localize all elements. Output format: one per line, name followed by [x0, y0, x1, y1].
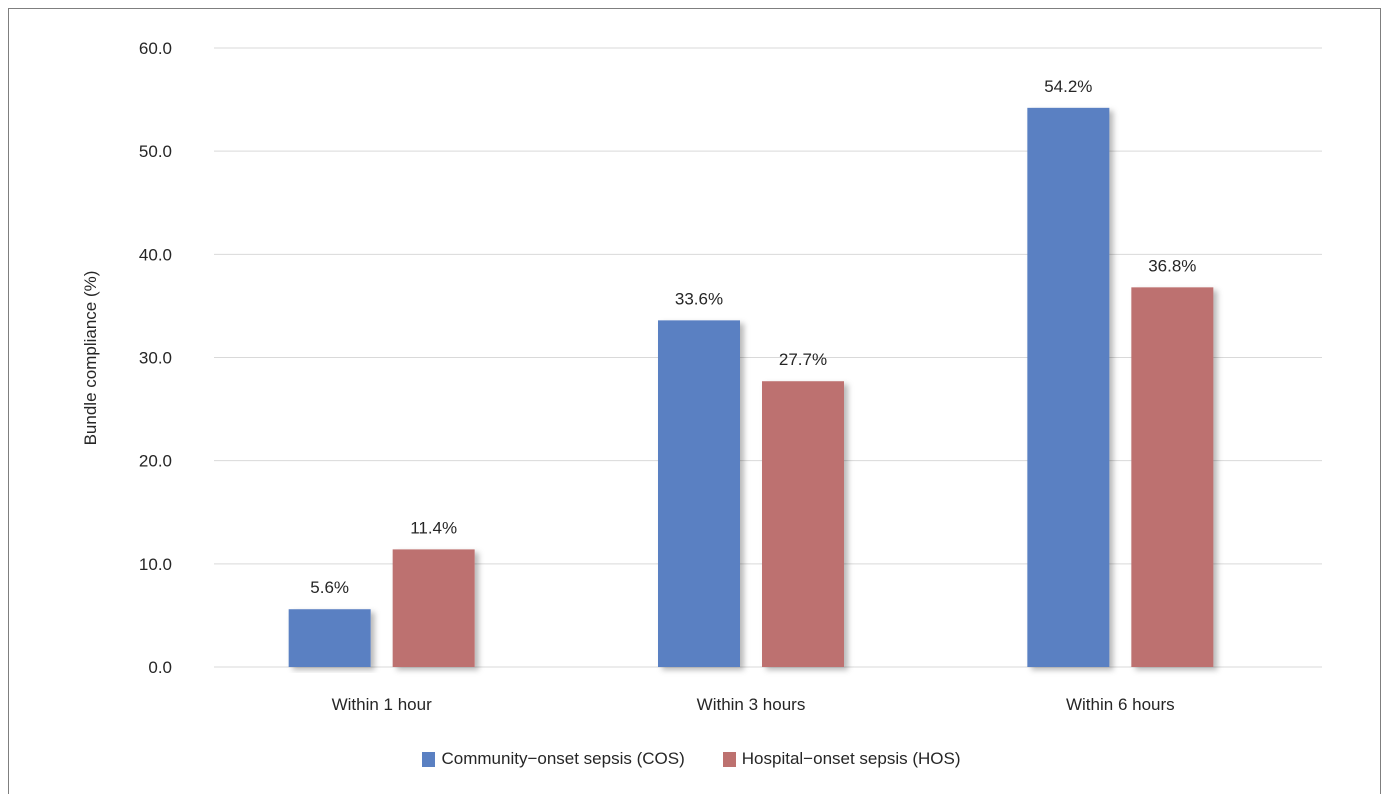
bar-cos-0 — [288, 609, 371, 667]
y-axis-ticks: 0.0 10.0 20.0 30.0 40.0 50.0 60.0 — [139, 39, 172, 677]
legend-item-hos: Hospital−onset sepsis (HOS) — [722, 749, 961, 769]
x-tick-label: Within 1 hour — [332, 695, 432, 714]
legend-swatch-hos — [722, 751, 736, 767]
y-tick-label: 30.0 — [139, 349, 172, 368]
y-tick-label: 20.0 — [139, 452, 172, 471]
legend-label-cos: Community−onset sepsis (COS) — [441, 749, 685, 768]
legend-item-cos: Community−onset sepsis (COS) — [422, 749, 685, 769]
data-labels: 5.6% 11.4% 33.6% 27.7% 54.2% 36.8% — [310, 77, 1196, 597]
x-tick-label: Within 6 hours — [1066, 695, 1175, 714]
x-axis-ticks: Within 1 hour Within 3 hours Within 6 hour… — [332, 695, 1175, 714]
legend: Community−onset sepsis (COS) Hospital−on… — [0, 744, 1383, 774]
y-tick-label: 60.0 — [139, 39, 172, 58]
bar-hos-0 — [392, 549, 475, 667]
data-label: 11.4% — [410, 518, 457, 537]
y-tick-label: 0.0 — [148, 658, 172, 677]
bar-hos-2 — [1131, 287, 1214, 667]
legend-label-hos: Hospital−onset sepsis (HOS) — [741, 749, 961, 768]
data-label: 27.7% — [779, 350, 827, 369]
bars — [288, 107, 1214, 667]
y-tick-label: 50.0 — [139, 142, 172, 161]
legend-swatch-cos — [422, 751, 436, 767]
y-axis-label: Bundle compliance (%) — [81, 271, 100, 446]
x-tick-label: Within 3 hours — [697, 695, 806, 714]
data-label: 5.6% — [310, 578, 349, 597]
y-tick-label: 40.0 — [139, 245, 172, 264]
bar-cos-2 — [1027, 107, 1110, 667]
y-tick-label: 10.0 — [139, 555, 172, 574]
data-label: 54.2% — [1044, 77, 1092, 96]
bar-cos-1 — [658, 320, 740, 667]
data-label: 33.6% — [675, 289, 723, 308]
bar-hos-1 — [762, 381, 844, 667]
data-label: 36.8% — [1148, 256, 1196, 275]
